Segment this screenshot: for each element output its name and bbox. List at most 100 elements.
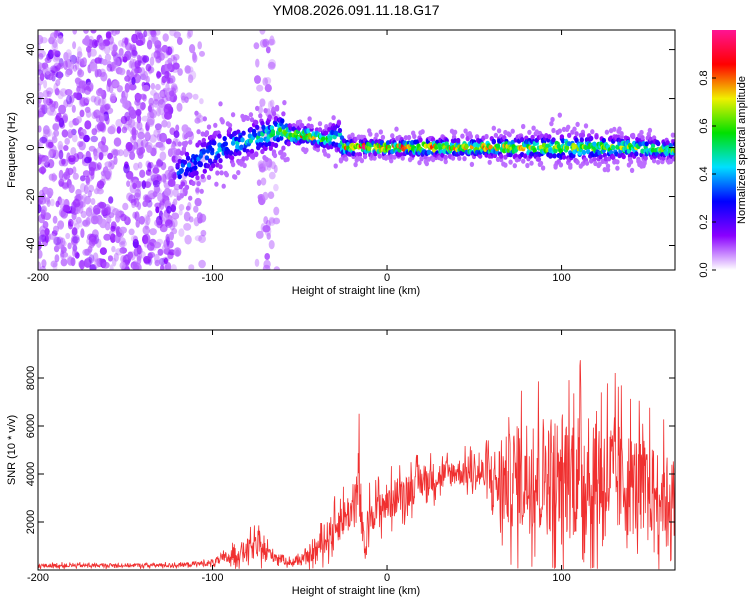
spectrogram-cell [59,198,66,205]
spectrogram-cell [539,133,545,139]
spectrogram-cell [540,165,546,171]
spectrogram-cell [84,85,92,95]
spectrogram-cell [128,60,133,69]
spectrogram-cell [249,117,255,123]
spectrogram-cell [131,76,136,85]
spectrogram-cell [175,124,180,132]
spectrogram-cell [142,200,148,207]
spectrogram-cell [424,161,429,167]
spectrogram-cell [167,179,176,187]
spectrogram-cell [155,55,162,63]
spectrogram-cell [77,69,85,78]
spectrogram-cell [241,130,246,136]
spectrogram-cell [268,216,275,224]
spectrogram-cell [146,242,155,251]
spectrogram-cell [521,158,526,164]
spectrogram-cell [418,137,423,143]
spectrogram-cell [84,106,91,113]
spectrogram-cell [176,195,181,201]
spectrogram-cell [106,63,113,72]
spectrogram-cell [656,141,661,147]
colorbar-label: Normalized spectral amplitude [736,76,748,224]
spectrogram-cell [145,63,152,72]
spectrogram-cell [76,51,83,58]
spectrogram-cell [561,154,567,160]
spectrogram-cell [146,144,153,153]
spectrogram-cell [88,205,93,213]
spectrogram-cell [200,131,205,137]
spectrogram-cell [202,116,207,122]
spectrogram-cell [52,215,58,224]
spectrogram-cell [158,257,166,266]
spectrogram-cell [194,235,203,242]
spectrogram-cell [67,167,74,176]
spectrogram-cell [167,251,174,260]
spectrogram-cell [83,30,89,34]
spectrogram-cell [39,104,45,113]
spectrogram-cell [462,156,467,162]
spectrogram-cell [40,265,46,270]
spectrogram-cell [49,32,58,41]
spectrogram-cell [443,159,448,165]
spectrogram-cell [157,192,164,202]
spectrogram-cell [507,132,512,138]
snr-frame [37,329,676,571]
spectrogram-cell [300,123,305,129]
spectrogram-cell [136,121,143,131]
spectrogram-cell [57,90,64,100]
spectrogram-cell [38,66,42,75]
spectrogram-cell [574,131,579,137]
spectrogram-cell [460,133,465,139]
spectrogram-cell [603,156,609,162]
spectrogram-cell [171,212,180,220]
spectrogram-cell [230,112,236,118]
spectrogram-cell [493,132,499,138]
spectrogram-cell [396,151,401,158]
spectrogram-cell [84,156,92,164]
spectrogram-cell [78,220,84,228]
spectrogram-cell [222,136,227,142]
spectrogram-cell [259,30,266,35]
spectrogram-cell [254,75,261,84]
spectrogram-cell [612,126,617,132]
spectrogram-cell [128,228,135,236]
spectrogram-cell [204,155,210,161]
spectrogram-cell [143,30,148,38]
spectrogram-cell [152,191,158,198]
spectrogram-cell [165,233,170,243]
snr-marks [38,360,675,570]
spectrogram-cell [176,102,183,112]
spectrogram-cell [510,139,515,145]
spectrogram-cell [629,167,635,173]
spectrogram-cell [104,103,111,110]
spectrogram-cell [167,165,174,172]
spectrogram-cell [97,121,105,132]
spectrogram-cell [529,160,534,166]
spectrogram-cell [47,150,53,159]
spectrogram-cell [136,147,144,156]
spectrogram-cell [513,153,518,159]
colorbar-axis: 0.0 0.2 0.4 0.6 0.8 [698,70,716,278]
spectrogram-cell [101,207,109,215]
spectrogram-cell [78,141,86,151]
spectrogram-cell [112,44,118,52]
spectrogram-cell [144,214,150,222]
spectrogram-cell [394,126,399,132]
spectrogram-cell [173,31,181,39]
spectrogram-cell [55,79,61,87]
spectrogram-cell [564,145,570,151]
spectrogram-cell [525,162,530,169]
spectrogram-cell [154,219,162,227]
spectrogram-cell [94,258,101,269]
spectrogram-cell [84,96,91,104]
spectrogram-cell [333,163,338,169]
spectrogram-cell [331,115,336,121]
spectrogram-cell [580,132,586,138]
spectrogram-cell [583,123,589,129]
spectrogram-cell [132,121,141,129]
spectrogram-cell [129,151,136,161]
spectrogram-cell [110,148,118,158]
spectrogram-cell [198,234,207,244]
spectrogram-cell [194,197,202,207]
